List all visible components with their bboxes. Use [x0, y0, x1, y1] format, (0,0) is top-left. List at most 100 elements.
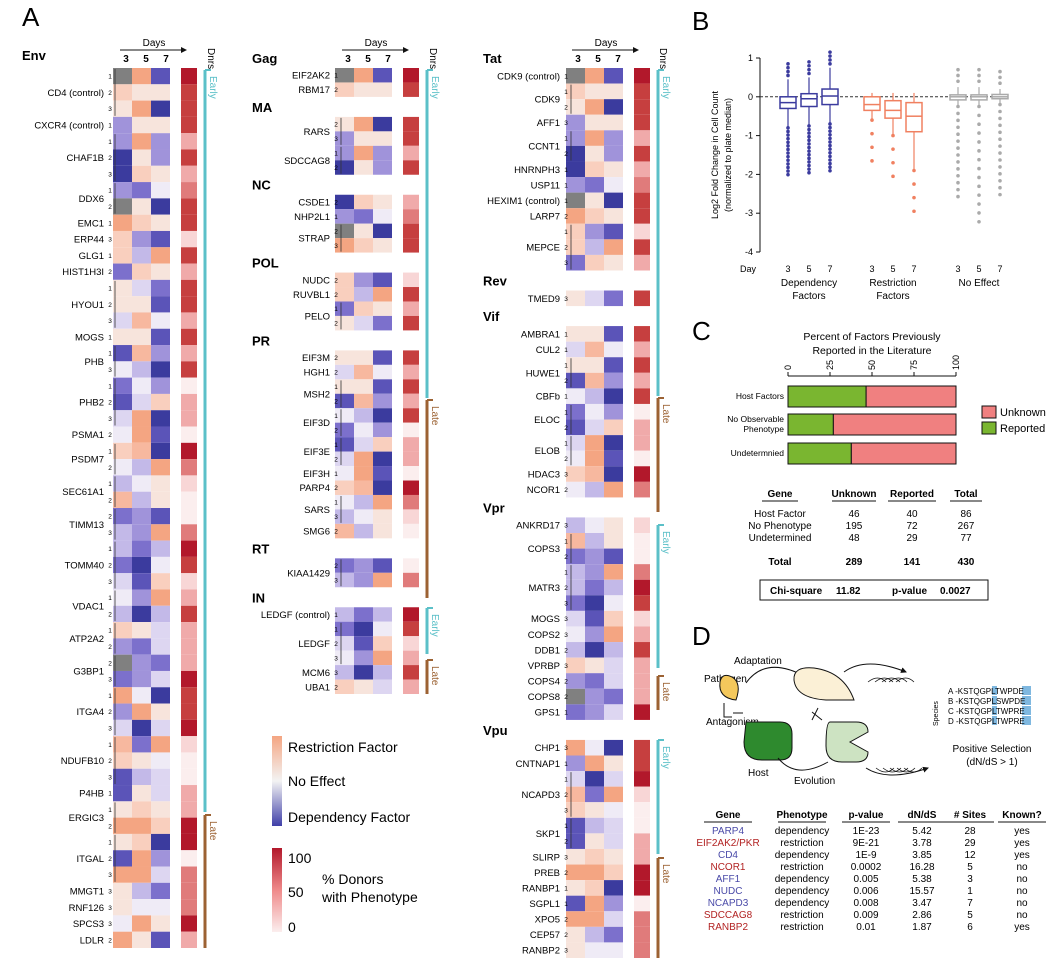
y-tick-label: -4	[745, 247, 753, 257]
heatmap-cell	[335, 665, 354, 680]
replicate-label: 2	[564, 917, 568, 924]
donor-cell	[634, 466, 650, 482]
heatmap-cell	[604, 880, 623, 896]
gene-label: CDK9 (control)	[497, 71, 560, 82]
replicate-label: 2	[334, 427, 338, 434]
outlier-point	[998, 75, 1002, 80]
replicate-label: 3	[564, 120, 568, 127]
gene-label: AMBRA1	[521, 329, 560, 340]
replicate-label: 1	[564, 229, 568, 236]
heatmap-cell	[132, 165, 151, 183]
replicate-label: 2	[334, 165, 338, 172]
table-cell: 40	[906, 509, 918, 520]
donor-cell	[181, 866, 197, 883]
heatmap-cell	[354, 160, 373, 175]
outlier-point	[998, 109, 1002, 114]
heatmap-cell	[151, 263, 170, 280]
swoosh-arc-top	[881, 677, 901, 683]
group-axis-label: Restriction	[869, 278, 916, 289]
replicate-label: 2	[334, 563, 338, 570]
heatmap-cell	[132, 230, 151, 248]
heatmap-cell	[585, 642, 604, 658]
donor-cell	[634, 208, 650, 224]
donor-cell	[181, 687, 197, 704]
heatmap-cell	[604, 755, 623, 772]
donor-cell	[403, 287, 419, 302]
heatmap-cell	[566, 435, 585, 451]
donor-cell	[403, 350, 419, 365]
heatmap-cell	[335, 621, 354, 637]
outlier-point	[786, 147, 790, 152]
heatmap-cell	[113, 230, 132, 248]
outlier-point	[807, 127, 811, 132]
heatmap-cell	[113, 654, 132, 671]
alignment-highlight	[992, 716, 997, 725]
table-cell: 28	[964, 826, 976, 837]
heatmap-cell	[585, 290, 604, 307]
heatmap-cell	[585, 833, 604, 849]
heatmap-cell	[354, 523, 373, 539]
heatmap-cell	[604, 864, 623, 881]
donor-cell	[403, 379, 419, 394]
box-body	[884, 99, 902, 119]
heatmap-cell	[113, 328, 132, 346]
panel-label-c: C	[692, 316, 711, 346]
donor-cell	[181, 785, 197, 802]
heatmap-cell	[604, 208, 623, 224]
gene-label: EIF3D	[303, 418, 330, 429]
phase-label-late: Late	[660, 682, 671, 702]
heatmap-cell	[113, 214, 132, 231]
outlier-point	[956, 173, 960, 178]
outlier-point	[977, 104, 981, 109]
group-label: NC	[252, 178, 271, 193]
table-cell: no	[1016, 910, 1028, 921]
y-tick-label: -1	[745, 131, 753, 141]
replicate-label: 3	[108, 237, 112, 244]
heatmap-cell	[151, 84, 170, 101]
gene-label: COPS2	[528, 630, 560, 641]
donor-cell	[181, 100, 197, 117]
heatmap-cell	[354, 480, 373, 495]
heatmap-cell	[566, 68, 585, 84]
day-label: 5	[806, 264, 811, 274]
heatmap-cell	[604, 481, 623, 498]
replicate-label: 2	[108, 758, 112, 765]
donor-cell	[634, 145, 650, 162]
heatmap-cell	[335, 364, 354, 380]
heatmap-cell	[354, 451, 373, 467]
heatmap-cell	[604, 817, 623, 834]
replicate-label: 3	[564, 632, 568, 639]
replicate-label: 1	[564, 331, 568, 338]
outlier-point	[828, 132, 832, 137]
heatmap-cell	[113, 605, 132, 623]
donor-cell	[403, 523, 419, 539]
heatmap-cell	[151, 899, 170, 916]
gene-label: ELOB	[535, 446, 560, 457]
replicate-label: 2	[108, 400, 112, 407]
outlier-point	[807, 124, 811, 128]
day-prefix: Day	[740, 264, 757, 274]
heatmap-cell	[151, 573, 170, 590]
gene-label: EIF2AK2	[292, 71, 330, 82]
donor-cell	[403, 393, 419, 409]
heatmap-cell	[566, 326, 585, 342]
replicate-label: 1	[564, 901, 568, 908]
heatmap-cell	[335, 379, 354, 394]
table-cell: 5	[967, 910, 973, 921]
gene-name-cell: NCOR1	[710, 862, 745, 873]
heatmap-cell	[354, 636, 373, 651]
replicate-label: 3	[334, 514, 338, 521]
heatmap-cell	[566, 403, 585, 420]
group-label: Vif	[483, 309, 500, 324]
donor-cell	[403, 636, 419, 651]
table-cell: 0.008	[853, 898, 878, 909]
replicate-label: 2	[334, 370, 338, 377]
replicate-label: 1	[334, 151, 338, 158]
outlier-point	[912, 182, 916, 186]
gene-label: ELOC	[534, 415, 560, 426]
replicate-label: 3	[564, 948, 568, 955]
gene-label: MATR3	[529, 583, 561, 594]
day-label: 5	[890, 264, 895, 274]
group-label-env: Env	[22, 48, 47, 63]
heatmap-cell	[354, 315, 373, 331]
